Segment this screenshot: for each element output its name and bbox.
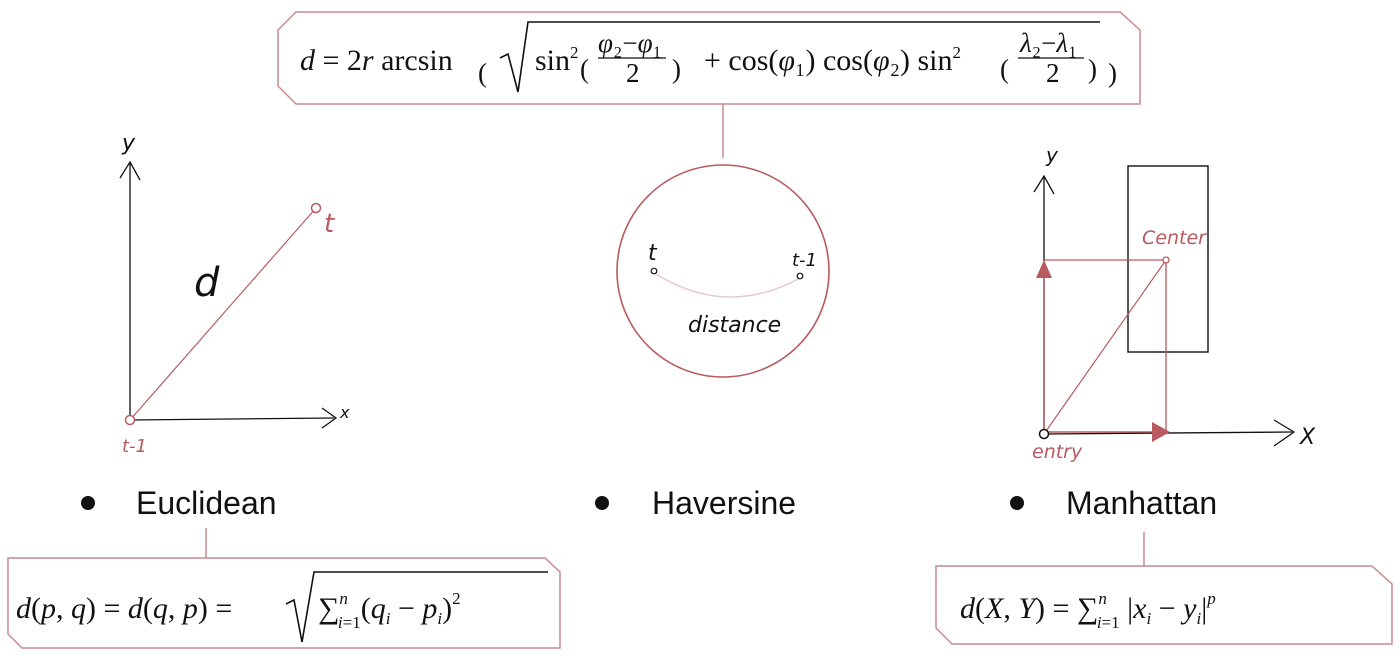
haversine-point-b-label: t-1 bbox=[792, 250, 817, 271]
euclidean-y-label: y bbox=[121, 131, 136, 156]
globe-circle bbox=[616, 164, 830, 378]
formula-frac-den: 2 bbox=[626, 58, 640, 88]
euclidean-formula: d(p, q) = d(q, p) = bbox=[16, 592, 232, 625]
center-rectangle bbox=[1127, 165, 1209, 353]
manhattan-formula-box: d(X, Y) = ∑n i=1 |xi − yi|p bbox=[935, 565, 1393, 645]
manhattan-formula: d(X, Y) = ∑n i=1 |xi − yi|p bbox=[960, 589, 1216, 632]
manhattan-diagram: y X Center entry bbox=[1032, 143, 1316, 463]
haversine-formula: d = 2r arcsin bbox=[300, 44, 453, 77]
euclidean-segment-label: d bbox=[194, 260, 220, 306]
haversine-title: Haversine bbox=[652, 485, 796, 521]
haversine-point-b bbox=[796, 272, 804, 280]
bullet-manhattan bbox=[1010, 496, 1024, 510]
haversine-diagram: t t-1 distance bbox=[616, 164, 830, 378]
euclidean-formula-box: d(p, q) = d(q, p) = ∑n i=1(qi − pi)2 bbox=[7, 557, 561, 649]
formula-paren-small-left: ( bbox=[580, 54, 589, 84]
formula-paren-small-left-2: ( bbox=[1000, 54, 1009, 84]
manhattan-title: Manhattan bbox=[1066, 485, 1217, 521]
euclidean-title: Euclidean bbox=[136, 485, 277, 521]
haversine-point-a bbox=[650, 267, 658, 275]
manhattan-horizontal-arrowhead bbox=[1152, 422, 1170, 442]
manhattan-target-point bbox=[1162, 256, 1170, 264]
manhattan-y-label: y bbox=[1045, 143, 1059, 167]
manhattan-origin-point bbox=[1038, 428, 1050, 440]
manhattan-vertical-arrowhead bbox=[1036, 260, 1052, 278]
formula-paren-right: ) bbox=[1108, 58, 1117, 88]
haversine-formula-box: d = 2r arcsin ( ) sin2 ( φ₂−φ₁ 2 ) + cos… bbox=[277, 11, 1141, 105]
euclidean-sum: ∑n i=1(qi − pi)2 bbox=[318, 589, 461, 632]
euclidean-diagram: y x t t-1 d bbox=[119, 131, 350, 457]
formula-paren-small-right-2: ) bbox=[1088, 54, 1097, 84]
euclidean-x-axis bbox=[129, 417, 335, 421]
euclidean-distance-line bbox=[129, 207, 317, 421]
formula-frac-num-2: λ₂−λ₁ bbox=[1019, 28, 1077, 58]
euclidean-x-label: x bbox=[339, 403, 350, 422]
metric-titles: Euclidean Haversine Manhattan bbox=[81, 485, 1217, 521]
euclidean-y-arrow bbox=[119, 160, 141, 181]
formula-paren-left: ( bbox=[478, 58, 487, 88]
manhattan-y-arrow bbox=[1033, 174, 1055, 195]
manhattan-origin-label: entry bbox=[1032, 441, 1083, 463]
manhattan-x-arrow bbox=[1273, 419, 1296, 447]
formula-frac-den-2: 2 bbox=[1046, 58, 1060, 88]
manhattan-target-label: Center bbox=[1142, 227, 1207, 249]
bullet-haversine bbox=[595, 496, 609, 510]
haversine-arc-label: distance bbox=[688, 313, 781, 338]
euclidean-end-label: t bbox=[324, 209, 335, 239]
bullet-euclidean bbox=[81, 496, 95, 510]
manhattan-x-label: X bbox=[1299, 425, 1316, 450]
haversine-arc bbox=[655, 273, 801, 298]
manhattan-diagonal bbox=[1043, 259, 1167, 435]
euclidean-start-point bbox=[124, 414, 136, 426]
formula-paren-small-right: ) bbox=[672, 54, 681, 84]
formula-sin-term: sin2 bbox=[535, 43, 579, 77]
haversine-point-a-label: t bbox=[648, 241, 658, 266]
euclidean-end-point bbox=[310, 202, 322, 214]
formula-cos-term: + cos(φ₁) cos(φ₂) sin2 bbox=[704, 43, 961, 77]
euclidean-start-label: t-1 bbox=[122, 436, 147, 457]
formula-frac-num: φ₂−φ₁ bbox=[598, 28, 662, 58]
euclidean-x-arrow bbox=[321, 407, 338, 429]
